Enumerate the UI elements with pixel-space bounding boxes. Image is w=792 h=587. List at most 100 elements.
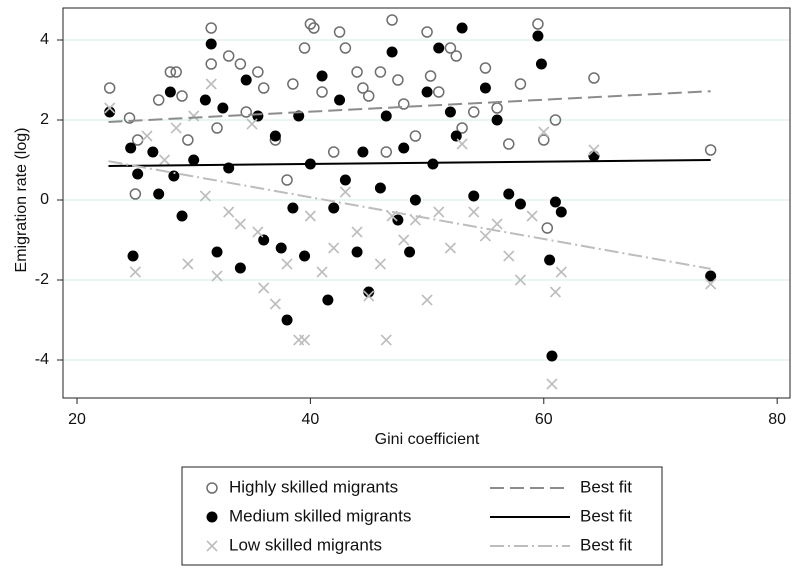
point xyxy=(269,130,281,142)
point xyxy=(374,258,386,270)
fit-line xyxy=(108,90,711,123)
point xyxy=(479,230,491,242)
point xyxy=(281,258,293,270)
point xyxy=(549,196,561,208)
point xyxy=(468,190,480,202)
point xyxy=(258,234,270,246)
point xyxy=(287,202,299,214)
point xyxy=(170,122,182,134)
point xyxy=(269,298,281,310)
point xyxy=(322,294,334,306)
y-tick-label: -2 xyxy=(35,271,49,288)
point xyxy=(351,226,363,238)
point xyxy=(275,242,287,254)
point xyxy=(168,170,180,182)
point xyxy=(205,22,217,34)
point xyxy=(205,78,217,90)
point xyxy=(421,26,433,38)
point xyxy=(164,86,176,98)
y-tick-label: 2 xyxy=(40,111,49,128)
point xyxy=(252,110,264,122)
point xyxy=(357,146,369,158)
point xyxy=(491,218,503,230)
point xyxy=(211,270,223,282)
point xyxy=(468,106,480,118)
point xyxy=(514,274,527,286)
point xyxy=(427,158,439,170)
point xyxy=(588,144,600,156)
point xyxy=(705,278,717,290)
y-axis-label: Emigration rate (log) xyxy=(13,128,30,273)
point xyxy=(222,50,235,62)
point xyxy=(503,138,515,150)
point xyxy=(258,282,270,294)
legend-label: Low skilled migrants xyxy=(229,535,382,554)
point xyxy=(546,350,558,362)
point xyxy=(532,30,544,42)
point xyxy=(421,86,433,98)
point xyxy=(456,22,468,34)
point xyxy=(252,66,264,78)
point xyxy=(491,102,503,114)
point xyxy=(386,46,398,58)
point xyxy=(468,206,480,218)
legend-label: Best fit xyxy=(580,535,632,554)
point xyxy=(538,134,550,146)
point xyxy=(374,66,387,78)
point xyxy=(397,98,410,110)
plot-frame xyxy=(62,7,791,399)
point xyxy=(164,66,177,78)
point xyxy=(398,234,410,246)
point xyxy=(479,62,492,74)
point xyxy=(316,86,328,98)
point xyxy=(386,14,398,26)
point xyxy=(129,266,141,278)
point xyxy=(535,58,547,70)
point xyxy=(182,258,194,270)
point xyxy=(546,378,558,390)
point xyxy=(555,206,567,218)
point xyxy=(211,122,223,134)
legend-label: Best fit xyxy=(580,506,632,525)
point xyxy=(308,22,320,34)
point xyxy=(705,270,717,282)
point xyxy=(491,114,503,126)
point xyxy=(298,42,311,54)
point xyxy=(141,130,153,142)
point xyxy=(351,66,363,78)
point xyxy=(234,58,247,70)
x-tick-label: 20 xyxy=(68,411,86,428)
x-tick-label: 40 xyxy=(301,411,319,428)
legend-marker xyxy=(206,482,218,494)
point xyxy=(357,82,369,94)
point xyxy=(704,144,717,156)
point xyxy=(424,70,437,82)
legend-label: Highly skilled migrants xyxy=(229,477,398,496)
point xyxy=(281,174,293,186)
legend-label: Best fit xyxy=(580,477,632,496)
point xyxy=(433,86,445,98)
point xyxy=(103,82,116,94)
point xyxy=(392,74,404,86)
legend-marker xyxy=(206,540,218,552)
point xyxy=(298,334,311,346)
point xyxy=(433,42,445,54)
point xyxy=(240,106,252,118)
point xyxy=(188,154,200,166)
point xyxy=(176,210,188,222)
point xyxy=(503,250,515,262)
legend: Highly skilled migrants Medium skilled mi… xyxy=(229,477,632,554)
point xyxy=(257,82,270,94)
point xyxy=(334,94,346,106)
point xyxy=(234,262,246,274)
point xyxy=(205,38,217,50)
point xyxy=(199,94,211,106)
point xyxy=(299,250,311,262)
point xyxy=(129,188,142,200)
point xyxy=(444,106,456,118)
point xyxy=(339,174,351,186)
point xyxy=(514,198,526,210)
point xyxy=(158,154,171,166)
point xyxy=(541,222,554,234)
